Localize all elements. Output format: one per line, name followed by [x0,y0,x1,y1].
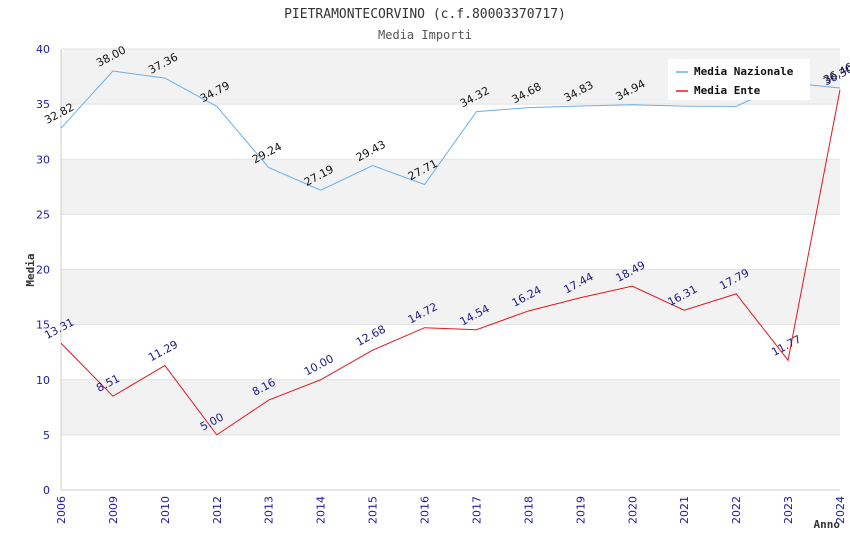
x-tick-label: 2021 [678,496,691,524]
x-tick-label: 2013 [263,496,276,524]
y-ticks: 0 5 10 15 20 25 30 35 40 [36,43,50,497]
y-tick-label: 30 [36,153,50,166]
x-axis-label: Anno [814,518,841,531]
grid-band [61,159,840,215]
x-tick-label: 2017 [470,496,483,524]
x-tick-label: 2014 [315,496,328,524]
y-tick-label: 35 [36,98,50,111]
y-axis-label: Media [24,253,37,286]
x-tick-label: 2018 [522,496,535,524]
grid-band [61,379,840,435]
grid-band [61,214,840,270]
y-tick-label: 0 [43,484,50,497]
series-line-ente [60,89,841,436]
legend-label-nazionale: Media Nazionale [694,65,794,78]
x-tick-label: 2015 [367,496,380,524]
y-tick-label: 20 [36,264,50,277]
series-lines [60,70,841,436]
x-tick-label: 2024 [834,496,847,524]
legend-box [668,59,810,100]
x-tick-label: 2009 [107,496,120,524]
chart-title: PIETRAMONTECORVINO (c.f.80003370717) [284,7,566,22]
y-tick-label: 10 [36,374,50,387]
series-line-nazionale [60,70,841,191]
x-tick-label: 2010 [159,496,172,524]
legend-label-ente: Media Ente [694,84,761,97]
grid-band [61,104,840,160]
y-tick-label: 25 [36,208,50,221]
y-tick-label: 5 [43,429,50,442]
grid-bands [61,48,840,491]
x-tick-label: 2006 [55,496,68,524]
x-tick-label: 2016 [419,496,432,524]
y-tick-label: 40 [36,43,50,56]
y-tick-label: 15 [36,319,50,332]
grid-band [61,269,840,325]
chart-subtitle: Media Importi [378,28,472,42]
grid-band [61,434,840,490]
legend: Media Nazionale Media Ente [668,59,810,100]
x-tick-label: 2012 [211,496,224,524]
x-tick-label: 2020 [626,496,639,524]
x-tick-label: 2022 [730,496,743,524]
x-tick-label: 2019 [574,496,587,524]
x-ticks: 2006 2009 2010 2012 2013 2014 2015 2016 2017 2018… [55,496,847,524]
x-tick-label: 2023 [782,496,795,524]
grid-band [61,324,840,380]
